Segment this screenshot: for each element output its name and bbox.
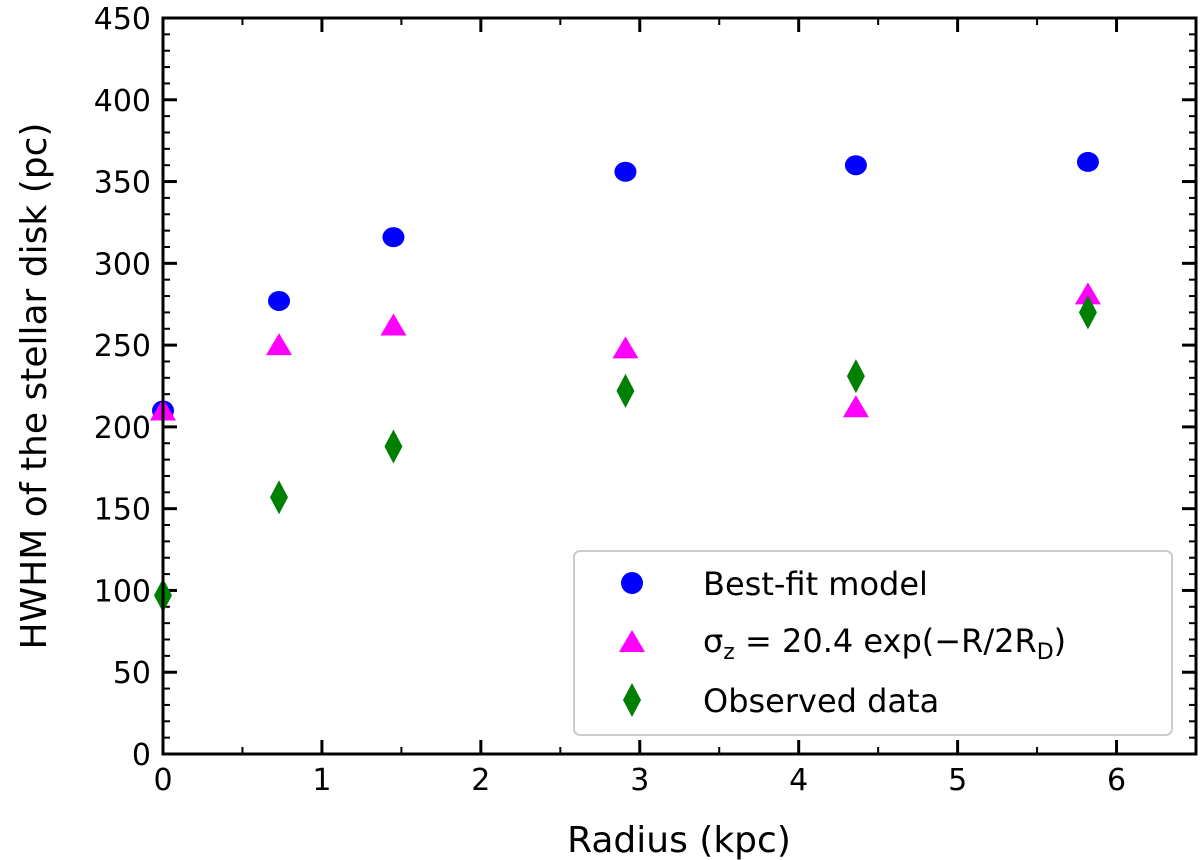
y-tick-label: 450: [94, 2, 151, 37]
data-point-triangle: [266, 333, 293, 356]
data-points: [150, 151, 1101, 613]
data-point-circle: [382, 227, 405, 248]
data-point-triangle: [380, 313, 407, 336]
y-tick-label: 350: [94, 166, 151, 201]
data-point-diamond: [846, 359, 865, 394]
x-tick-label: 1: [312, 763, 331, 798]
x-tick-label: 6: [1107, 763, 1126, 798]
data-point-circle: [268, 290, 291, 311]
y-tick-label: 400: [94, 84, 151, 119]
legend-label-best-fit: Best-fit model: [703, 565, 928, 603]
legend-box: [573, 550, 1173, 736]
tick-labels: 0 50 100 150 200 250 300 350 400 450 0 1 2 3 4 5 6: [94, 2, 1126, 798]
data-point-triangle: [612, 336, 639, 359]
data-point-circle: [844, 155, 867, 176]
x-tick-label: 4: [789, 763, 808, 798]
data-point-diamond: [1078, 295, 1097, 330]
data-point-circle: [1076, 151, 1099, 172]
y-axis-title: HWHM of the stellar disk (pc): [14, 123, 55, 650]
x-tick-label: 2: [471, 763, 490, 798]
y-tick-label: 50: [113, 656, 151, 691]
data-point-diamond: [270, 480, 289, 515]
plot-frame: [161, 16, 1198, 756]
y-tick-label: 300: [94, 247, 151, 282]
x-axis-title: Radius (kpc): [567, 820, 791, 860]
data-point-diamond: [616, 373, 635, 408]
data-point-triangle: [842, 395, 869, 418]
legend-label-observed: Observed data: [703, 682, 939, 720]
y-tick-label: 0: [132, 738, 151, 773]
x-tick-label: 5: [948, 763, 967, 798]
legend-marker-sigma-z: [619, 630, 645, 652]
legend-marker-observed: [623, 683, 641, 717]
y-tick-label: 200: [94, 411, 151, 446]
legend: Best-fit model σz = 20.4 exp(−R/2RD) Obs…: [573, 550, 1173, 736]
legend-label-sigma-z: σz = 20.4 exp(−R/2RD): [703, 622, 1066, 665]
data-point-triangle: [1074, 282, 1101, 305]
x-tick-label: 3: [630, 763, 649, 798]
legend-marker-best-fit: [621, 572, 643, 594]
y-tick-label: 150: [94, 493, 151, 528]
y-tick-label: 250: [94, 329, 151, 364]
x-tick-label: 0: [153, 763, 172, 798]
data-point-diamond: [384, 429, 403, 464]
y-tick-label: 100: [94, 574, 151, 609]
data-point-circle: [614, 161, 637, 182]
